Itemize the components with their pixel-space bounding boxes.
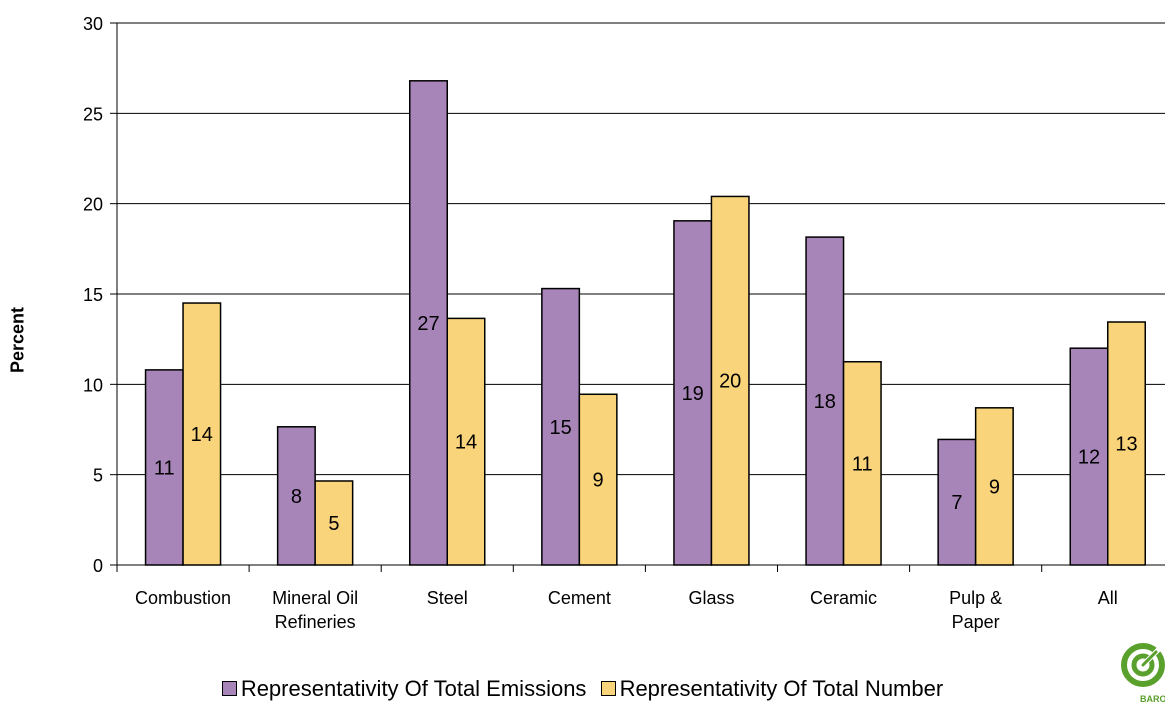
data-label: 14 [455,432,477,454]
bar-number [182,302,222,566]
y-axis-label-text: Percent [7,306,28,374]
bar-number [578,393,618,566]
tick-labels: 0 5 10 15 20 25 30 Combustion Mineral Oil Refiner… [83,14,1118,632]
bars [144,80,1146,566]
x-tick-label: Mineral Oil [272,588,358,608]
data-label: 8 [291,486,302,508]
legend-swatch-emissions [221,680,237,696]
bar-emissions [541,287,581,566]
bar-number [842,361,882,566]
gridlines [117,22,1165,476]
x-tick-label: Ceramic [810,588,877,608]
x-tick-label: Pulp & [949,588,1002,608]
x-tick-label: All [1098,588,1118,608]
bar-number [974,407,1014,566]
barometer-logo-icon: BAROME [1121,643,1165,704]
axes [110,22,1165,572]
y-tick-label: 25 [83,104,103,124]
y-tick-label: 10 [83,375,103,395]
bar-emissions [805,236,845,566]
y-tick-label: 20 [83,195,103,215]
legend-label-emissions: Representativity Of Total Emissions [240,676,587,701]
y-tick-label: 0 [93,556,103,576]
bar-number [1107,321,1146,566]
x-tick-label: Refineries [275,612,356,632]
bar-chart: 0 5 10 15 20 25 30 Combustion Mineral Oil Refiner… [83,14,1165,632]
legend-swatch-number [600,680,616,696]
data-label: 12 [1078,447,1100,469]
y-axis-label: Percent [4,240,32,440]
legend-item-number: Representativity Of Total Number [600,676,944,702]
data-label: 11 [154,457,175,479]
data-label: 9 [989,476,1000,498]
y-tick-label: 15 [83,285,103,305]
data-label: 15 [549,417,571,439]
data-label: 14 [191,424,213,446]
svg-text:BAROME: BAROME [1140,694,1165,704]
data-labels: 11 14 8 5 27 14 15 9 19 20 18 11 7 9 12 13 [154,313,1138,535]
data-label: 20 [719,371,741,393]
x-tick-label: Paper [952,612,1000,632]
legend: Representativity Of Total Emissions Repr… [0,676,1165,702]
data-label: 9 [593,470,604,492]
data-label: 27 [417,313,439,335]
y-tick-label: 30 [83,14,103,34]
bar-number [446,317,486,566]
data-label: 18 [814,391,836,413]
bar-emissions [409,80,448,566]
y-tick-label: 5 [93,466,103,486]
data-label: 5 [328,513,339,535]
x-tick-label: Steel [427,588,468,608]
legend-item-emissions: Representativity Of Total Emissions [221,676,587,702]
x-tick-label: Combustion [135,588,231,608]
data-label: 13 [1115,434,1137,456]
bar-emissions [937,438,977,566]
x-tick-label: Cement [548,588,611,608]
data-label: 11 [852,453,873,475]
bar-number [710,195,750,566]
data-label: 7 [951,492,962,514]
data-label: 19 [682,383,704,405]
legend-label-number: Representativity Of Total Number [619,676,944,701]
x-tick-label: Glass [688,588,734,608]
